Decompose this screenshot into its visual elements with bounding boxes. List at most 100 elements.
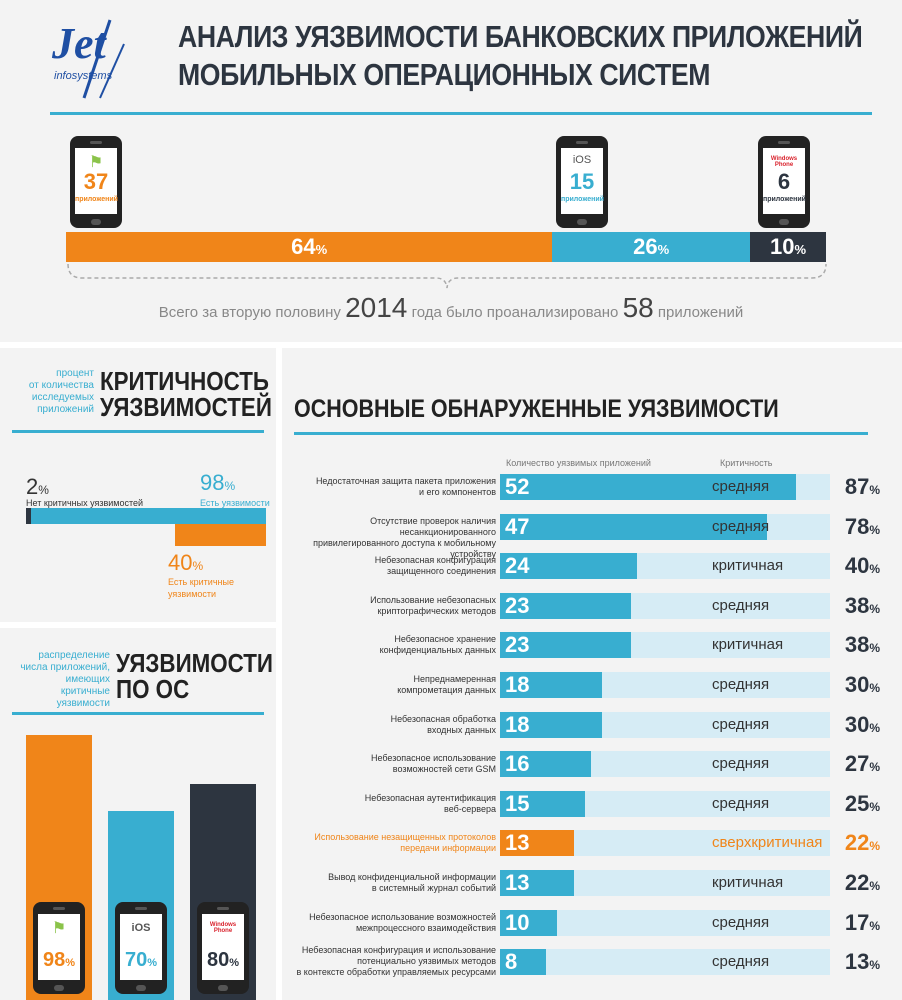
bar-no-critical <box>26 508 31 524</box>
critical-label: Есть критичные уязвимости <box>168 577 234 599</box>
criticality-bars <box>26 508 266 546</box>
vuln-row-bar: 16 <box>500 751 592 778</box>
phone-ios: iOS 15 приложений <box>556 136 608 228</box>
vuln-row-criticality: средняя <box>712 596 770 614</box>
bar-critical <box>174 524 266 546</box>
vuln-row-label: Небезопасное хранение конфиденциальных да… <box>379 634 496 656</box>
vuln-row: Использование незащищенных протоколов пер… <box>290 830 890 857</box>
header-divider <box>50 112 872 115</box>
vuln-row-label: Небезопасное использование возможностей с… <box>370 753 496 775</box>
vuln-row-track <box>500 949 830 976</box>
main-vulns-title: ОСНОВНЫЕ ОБНАРУЖЕННЫЕ УЯЗВИМОСТИ <box>294 395 779 423</box>
vuln-row-percent: 25% <box>844 790 880 816</box>
criticality-subtitle: процент от количества исследуемых прилож… <box>28 368 94 415</box>
vuln-row-percent: 22% <box>844 830 880 856</box>
vuln-row-label: Недостаточная защита пакета приложения и … <box>315 476 496 497</box>
col-header-crit: Критичность <box>720 458 773 468</box>
criticality-divider <box>12 430 264 433</box>
vuln-row-label: Отсутствие проверок наличия несанкционир… <box>313 515 496 559</box>
vuln-row-criticality: средняя <box>712 755 770 773</box>
vuln-row-bar: 15 <box>500 790 586 817</box>
vuln-row-criticality: средняя <box>712 794 770 812</box>
vuln-row-percent: 30% <box>844 711 880 737</box>
vuln-row: Отсутствие проверок наличия несанкционир… <box>290 513 890 559</box>
vuln-row-label: Вывод конфиденциальной информации в систе… <box>328 872 496 893</box>
share-segment-android: 64% <box>66 232 553 262</box>
has-vuln-label: Есть уязвимости <box>200 498 270 508</box>
vuln-row-percent: 78% <box>844 513 880 539</box>
vuln-row-label: Использование небезопасных криптографичес… <box>370 594 496 616</box>
critical-value: 40% <box>168 550 204 575</box>
vuln-row-percent: 27% <box>844 751 880 777</box>
vuln-row-label: Небезопасная аутентификация веб-сервера <box>364 792 496 814</box>
os-bar-phone: iOS 70% <box>115 902 167 994</box>
logo: Jet infosystems <box>44 14 144 100</box>
vuln-row-bar: 23 <box>500 632 631 659</box>
vuln-row-criticality: средняя <box>712 715 770 733</box>
android-icon: ⚑ <box>88 154 104 171</box>
os-bar-value: 98% <box>42 948 76 971</box>
vuln-row: Вывод конфиденциальной информации в систе… <box>290 870 890 896</box>
vuln-row-bar: 52 <box>500 474 796 500</box>
vuln-row-label: Использование незащищенных протоколов пер… <box>314 832 496 854</box>
vuln-row-label: Небезопасная конфигурация и использовани… <box>296 945 497 978</box>
vuln-row-percent: 30% <box>844 672 880 697</box>
ios-icon: iOS <box>131 922 151 934</box>
vuln-row: Небезопасное использование возможностей м… <box>290 909 890 936</box>
vuln-row-criticality: средняя <box>712 676 770 693</box>
main-vulns-divider <box>294 432 868 435</box>
vuln-row-criticality: критичная <box>712 874 784 891</box>
bar-has-vulnerabilities <box>30 508 266 524</box>
logo-subtext: infosystems <box>54 70 113 82</box>
share-segment-ios: 26% <box>552 232 750 262</box>
by-os-divider <box>12 712 264 715</box>
share-segment-windows: 10% <box>749 232 826 262</box>
vuln-row-percent: 22% <box>844 870 880 895</box>
vuln-row-label: Небезопасное использование возможностей м… <box>309 911 496 933</box>
vuln-row-percent: 13% <box>844 949 880 975</box>
vuln-row: Небезопасная аутентификация веб-сервера 15… <box>290 790 890 817</box>
has-vuln-value: 98% <box>200 470 236 495</box>
os-bar-phone: ⚑ 98% <box>33 901 85 994</box>
phone-windows: Windows Phone 6 приложений <box>758 136 810 228</box>
by-os-bars: ⚑ 98% iOS 70% Windows Phone 80% <box>26 730 264 1000</box>
windows-phone-icon: Windows Phone <box>209 922 237 934</box>
no-critical-label: Нет критичных уязвимостей <box>26 498 144 508</box>
total-bracket <box>67 263 827 289</box>
vuln-row: Небезопасная обработка входных данных 18 ср… <box>290 711 890 738</box>
os-bar-ios: iOS 70% <box>108 811 174 1000</box>
total-summary: Всего за вторую половину 2014 года было … <box>158 292 744 323</box>
os-bar-value: 70% <box>124 949 158 971</box>
ios-icon: iOS <box>572 154 592 166</box>
by-os-title: УЯЗВИМОСТИ ПО ОС <box>116 648 273 704</box>
page-title: АНАЛИЗ УЯЗВИМОСТИ БАНКОВСКИХ ПРИЛОЖЕНИЙ … <box>178 19 863 92</box>
android-icon: ⚑ <box>51 919 67 937</box>
vuln-row-criticality: средняя <box>712 478 770 495</box>
os-bar-value: 80% <box>206 949 240 971</box>
vuln-row-bar: 10 <box>500 909 557 936</box>
phone-android: ⚑ 37 приложений <box>70 136 122 228</box>
vuln-row-percent: 17% <box>844 909 880 935</box>
vuln-row-percent: 87% <box>844 474 880 499</box>
criticality-title: КРИТИЧНОСТЬ УЯЗВИМОСТЕЙ <box>100 366 272 422</box>
vuln-row-criticality: средняя <box>712 913 770 931</box>
no-critical-value: 2% <box>26 474 49 499</box>
left-row-divider <box>0 622 276 628</box>
vulnerability-table: Недостаточная защита пакета приложения и … <box>290 474 890 994</box>
vuln-row-criticality: сверхкритичная <box>712 834 823 852</box>
vuln-row-bar: 13 <box>500 870 574 896</box>
os-bar-android: ⚑ 98% <box>26 735 92 1000</box>
column-divider <box>276 348 282 1000</box>
vuln-row-label: Непреднамеренная компрометация данных <box>397 674 496 695</box>
vuln-row: Небезопасное хранение конфиденциальных да… <box>290 632 890 659</box>
vuln-row: Недостаточная защита пакета приложения и … <box>290 474 890 500</box>
vuln-row-label: Небезопасная конфигурация защищенного сое… <box>374 555 496 577</box>
logo-mark-icon <box>82 19 125 99</box>
vuln-row: Использование небезопасных криптографичес… <box>290 592 890 619</box>
vuln-row-bar: 47 <box>500 513 768 540</box>
vuln-row-bar: 23 <box>500 592 631 619</box>
windows-phone-icon: Windows Phone <box>770 156 798 168</box>
col-header-count: Количество уязвимых приложений <box>506 458 651 468</box>
vuln-row-percent: 38% <box>844 592 880 618</box>
vuln-row-label: Небезопасная обработка входных данных <box>390 713 496 735</box>
